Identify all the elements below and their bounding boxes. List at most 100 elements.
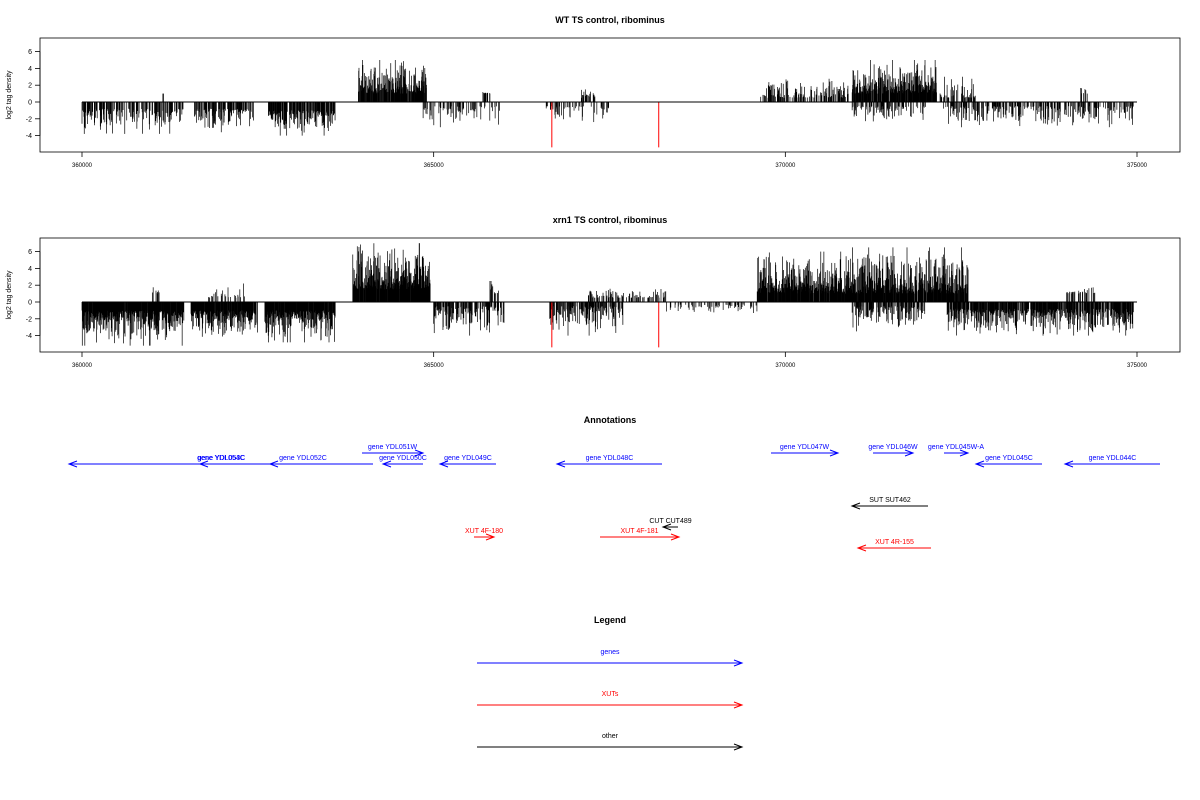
legend-arrow [477, 701, 744, 709]
track-panel-wt: WT TS control, ribominus log2 tag densit… [6, 15, 1181, 169]
x-tick-label: 360000 [72, 363, 93, 369]
annotations-title: Annotations [584, 415, 637, 425]
annotation-arrow [1063, 460, 1160, 468]
annotation-label: gene YDL051W [368, 444, 418, 451]
x-tick-label: 375000 [1127, 163, 1148, 169]
highlight-marks-xrn1 [551, 302, 660, 348]
annotation-label: gene YDL052C [279, 455, 327, 462]
annotation-arrow [474, 533, 496, 541]
legend-entry: other [477, 733, 744, 751]
annotation-label: gene YDL053C [198, 455, 246, 462]
annotation-label: gene YDL046W [868, 444, 918, 451]
annotation-label: gene YDL047W [780, 444, 830, 451]
y-axis-xrn1: -4 -2 0 2 4 6 [26, 249, 41, 340]
y-tick-label: -4 [26, 133, 32, 140]
annotation-label: SUT SUT462 [869, 497, 911, 504]
annotation-arrow [661, 523, 678, 531]
x-tick-label: 375000 [1127, 363, 1148, 369]
annotation-feature: gene YDL045W-A [928, 444, 984, 457]
x-tick-label: 365000 [424, 363, 445, 369]
annotation-arrow [850, 502, 928, 510]
annotation-feature: gene YDL044C [1063, 455, 1160, 468]
annotation-feature: gene YDL046W [868, 444, 918, 457]
x-tick-label: 370000 [775, 363, 796, 369]
legend-title: Legend [594, 615, 626, 625]
legend-arrow [477, 659, 744, 667]
annotation-arrow [555, 460, 662, 468]
x-tick-label: 360000 [72, 163, 93, 169]
y-tick-label: 6 [28, 49, 32, 56]
legend-arrow [477, 743, 744, 751]
annotation-feature: XUT 4F-181 [600, 528, 681, 541]
y-axis-wt: -4 -2 0 2 4 6 [26, 49, 41, 140]
legend-label: other [602, 733, 619, 740]
y-tick-label: 4 [28, 66, 32, 73]
y-tick-label: -2 [26, 316, 32, 323]
track-title-wt: WT TS control, ribominus [555, 15, 665, 25]
plot-frame-wt [39, 37, 1181, 153]
x-axis-wt: 360000 365000 370000 375000 [72, 152, 1148, 169]
annotation-label: gene YDL044C [1089, 455, 1137, 462]
annotation-arrow [771, 449, 840, 457]
legend-label: XUTs [602, 691, 619, 698]
annotation-feature: gene YDL049C [438, 455, 496, 468]
annotation-label: gene YDL054C [197, 455, 245, 462]
annotation-label: XUT 4F-181 [621, 528, 659, 535]
annotation-feature: gene YDL048C [555, 455, 662, 468]
annotation-feature: XUT 4R-155 [856, 539, 931, 552]
legend-entries: genes XUTs other [477, 649, 744, 751]
legend-label: genes [600, 649, 620, 656]
annotation-label: gene YDL048C [586, 455, 634, 462]
coverage-bars-xrn1 [81, 243, 1134, 346]
annotation-feature: gene YDL050C [379, 455, 427, 468]
annotation-arrow [198, 460, 243, 468]
annotation-arrow [268, 460, 336, 468]
annotation-arrow [381, 460, 423, 468]
annotation-arrow [856, 544, 931, 552]
track-title-xrn1: xrn1 TS control, ribominus [553, 215, 668, 225]
coverage-bars-wt [81, 60, 1134, 136]
y-tick-label: -2 [26, 116, 32, 123]
annotation-arrow [873, 449, 915, 457]
annotation-feature: gene YDL052C [268, 455, 336, 468]
y-tick-label: 2 [28, 83, 32, 90]
y-tick-label: 0 [28, 300, 32, 307]
y-axis-label-xrn1: log2 tag density [6, 270, 13, 320]
y-axis-label-wt: log2 tag density [6, 70, 13, 120]
x-tick-label: 365000 [424, 163, 445, 169]
x-tick-label: 370000 [775, 163, 796, 169]
y-tick-label: -4 [26, 333, 32, 340]
highlight-marks-wt [551, 102, 660, 148]
annotation-feature: gene YDL047W [771, 444, 840, 457]
annotation-feature: gene YDL051W [362, 444, 425, 457]
annotation-label: gene YDL045W-A [928, 444, 984, 451]
annotation-feature: XUT 4F-180 [465, 528, 503, 541]
annotation-feature: CUT CUT489 [649, 518, 692, 531]
y-tick-label: 4 [28, 266, 32, 273]
legend: Legend genes XUTs other [477, 615, 744, 751]
x-axis-xrn1: 360000 365000 370000 375000 [72, 352, 1148, 369]
y-tick-label: 0 [28, 100, 32, 107]
annotation-label: gene YDL050C [379, 455, 427, 462]
annotation-feature: SUT SUT462 [850, 497, 928, 510]
annotation-label: gene YDL049C [444, 455, 492, 462]
y-tick-label: 2 [28, 283, 32, 290]
legend-entry: XUTs [477, 691, 744, 709]
annotation-label: gene YDL045C [985, 455, 1033, 462]
annotation-feature: gene YDL045C [974, 455, 1042, 468]
annotation-arrow [600, 533, 681, 541]
annotation-arrow [438, 460, 496, 468]
y-tick-label: 6 [28, 249, 32, 256]
annotation-arrow [974, 460, 1042, 468]
legend-entry: genes [477, 649, 744, 667]
annotation-feature: gene YDL053C [198, 455, 246, 468]
annotation-label: CUT CUT489 [649, 518, 691, 525]
annotation-arrow [362, 449, 425, 457]
annotation-label: XUT 4F-180 [465, 528, 503, 535]
track-panel-xrn1: xrn1 TS control, ribominus log2 tag dens… [6, 215, 1181, 369]
annotation-label: XUT 4R-155 [875, 539, 914, 546]
annotation-arrow [944, 449, 970, 457]
